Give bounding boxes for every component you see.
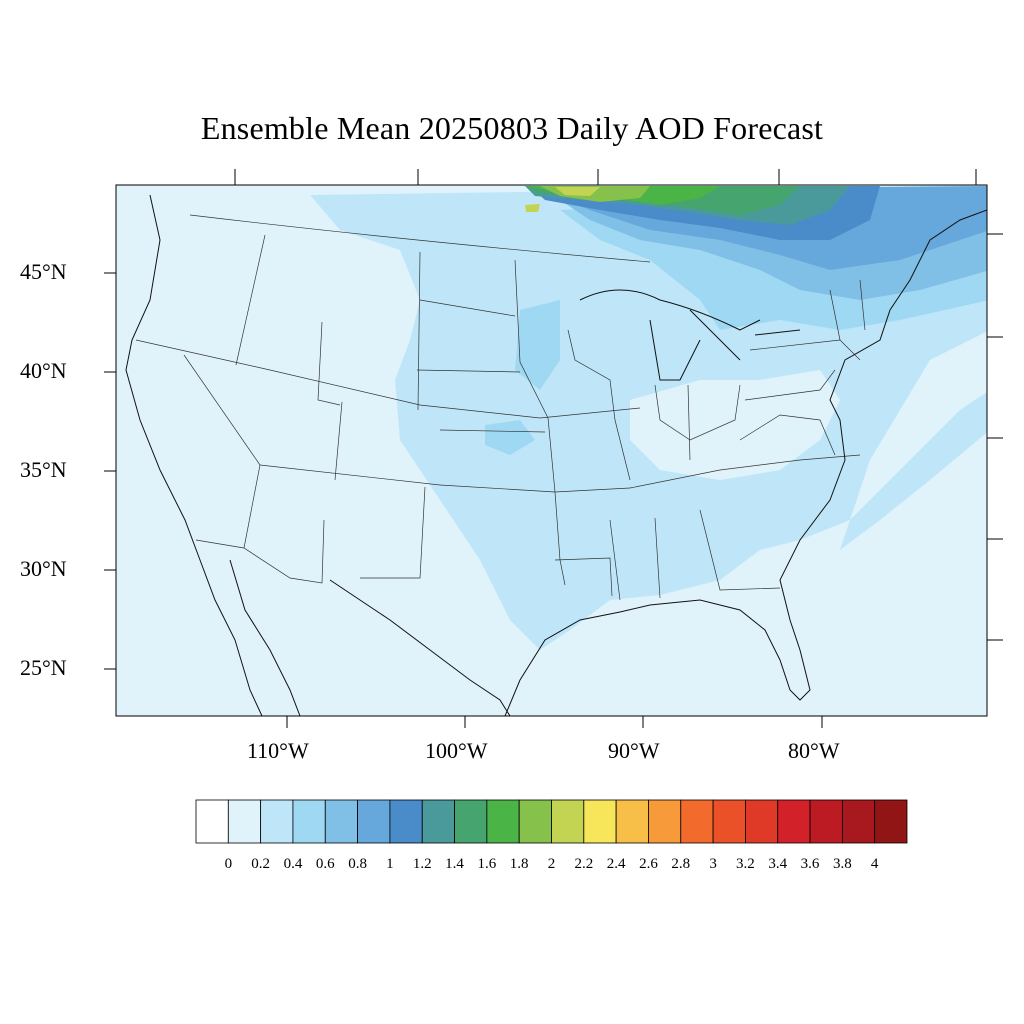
colorbar-label: 4 <box>870 856 879 872</box>
colorbar-label: 2.4 <box>606 856 626 872</box>
colorbar-swatch <box>324 799 358 844</box>
colorbar-label: 1.4 <box>445 856 464 872</box>
colorbar-swatch <box>551 799 585 844</box>
colorbar-swatch <box>841 799 876 844</box>
colorbar-swatch <box>809 799 843 844</box>
colorbar-swatch <box>648 799 682 844</box>
colorbar-swatch <box>874 799 908 844</box>
colorbar-swatch <box>583 799 617 844</box>
colorbar-swatch <box>454 799 488 844</box>
colorbar-swatch <box>292 799 326 844</box>
colorbar-label: 2.2 <box>574 856 594 872</box>
state-boundaries <box>135 214 866 601</box>
colorbar-swatch <box>260 799 294 844</box>
colorbar-label: 0.8 <box>348 856 367 872</box>
map-title: Ensemble Mean 20250803 Daily AOD Forecas… <box>200 110 824 146</box>
colorbar-swatch <box>680 799 714 844</box>
colorbar-label: 0.6 <box>315 856 335 872</box>
colorbar-label: 1.2 <box>412 856 432 872</box>
colorbar-label: 2 <box>547 856 556 872</box>
colorbar-label: 1.6 <box>477 856 497 872</box>
lon-label-90w: 90°W <box>608 738 660 763</box>
lat-label-45: 45°N <box>20 259 67 284</box>
colorbar-swatch <box>486 799 520 844</box>
map-ticks <box>104 169 1003 728</box>
colorbar-swatch <box>615 799 649 844</box>
lat-label-30: 30°N <box>20 556 67 581</box>
aod-region-atlantic <box>840 392 987 550</box>
lon-label-80w: 80°W <box>788 738 840 763</box>
colorbar-swatch <box>712 799 746 844</box>
aod-region-mid-2 <box>485 420 535 455</box>
colorbar <box>195 799 908 844</box>
colorbar-label: 0.2 <box>251 856 270 872</box>
colorbar-swatch <box>357 799 391 844</box>
colorbar-swatch <box>421 799 455 844</box>
colorbar-label: 1 <box>386 856 394 872</box>
lat-label-35: 35°N <box>20 457 67 482</box>
colorbar-swatch <box>227 799 262 844</box>
colorbar-label: 3 <box>709 856 717 872</box>
aod-region-22 <box>555 187 600 196</box>
colorbar-label: 1.8 <box>509 856 529 872</box>
colorbar-swatch <box>195 799 229 844</box>
colorbar-swatch <box>777 799 811 844</box>
colorbar-swatch <box>518 799 552 844</box>
lat-label-40: 40°N <box>20 358 67 383</box>
colorbar-label: 3.4 <box>768 856 788 872</box>
colorbar-label: 2.6 <box>639 856 658 872</box>
colorbar-label: 3.2 <box>736 856 755 872</box>
colorbar-label: 3.6 <box>800 856 820 872</box>
aod-region-hole <box>630 370 840 480</box>
aod-region-22b <box>525 204 540 212</box>
colorbar-label: 3.8 <box>832 856 852 872</box>
colorbar-label: 2.8 <box>671 856 691 872</box>
lon-label-110w: 110°W <box>247 738 309 763</box>
colorbar-label: 0 <box>224 856 233 872</box>
aod-region-mid-1 <box>515 300 560 390</box>
aod-contours <box>310 185 987 650</box>
coastline <box>125 194 987 716</box>
colorbar-swatch <box>389 799 423 844</box>
map-frame <box>115 184 988 717</box>
colorbar-swatch <box>745 799 779 844</box>
lon-label-100w: 100°W <box>425 738 488 763</box>
colorbar-label: 0.4 <box>283 856 303 872</box>
lat-label-25: 25°N <box>20 655 67 680</box>
